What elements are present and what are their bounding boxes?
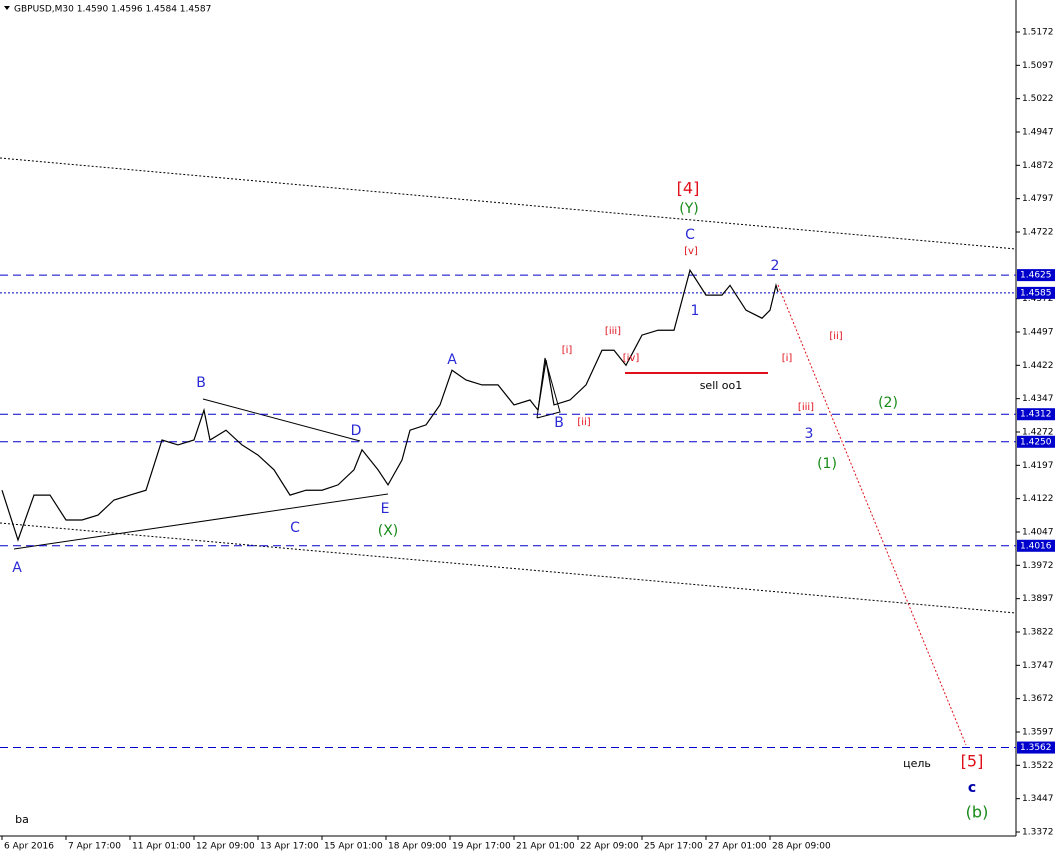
channel-line — [0, 522, 1017, 614]
wave-label: B — [196, 375, 206, 391]
wave-label: 3 — [805, 426, 814, 442]
y-tick-label: 1.4572 — [1022, 294, 1054, 304]
y-tick-label: 1.3822 — [1022, 628, 1054, 638]
level-label-box — [1017, 269, 1055, 282]
wave-label: ba — [15, 813, 29, 826]
x-tick-label: 12 Apr 09:00 — [196, 842, 255, 852]
y-tick-label: 1.3597 — [1022, 728, 1054, 738]
wave-label: c — [968, 780, 976, 796]
y-tick-label: 1.4047 — [1022, 528, 1054, 538]
level-label: 1.4312 — [1020, 410, 1052, 420]
triangle-line — [202, 398, 361, 442]
y-tick-label: 1.4272 — [1022, 428, 1054, 438]
level-label-box — [1017, 539, 1055, 552]
wave-label: [5] — [961, 752, 984, 771]
wave-label: sell oo1 — [700, 379, 743, 392]
wave-label: A — [12, 560, 22, 576]
x-tick-label: 27 Apr 01:00 — [708, 842, 767, 852]
y-tick-label: 1.4197 — [1022, 461, 1054, 471]
x-tick-label: 18 Apr 09:00 — [388, 842, 447, 852]
y-tick-label: 1.4497 — [1022, 328, 1054, 338]
wave-label: [ii] — [577, 417, 590, 428]
wave-label: цель — [903, 757, 931, 770]
wave-label: C — [290, 520, 300, 536]
x-tick-label: 28 Apr 09:00 — [772, 842, 831, 852]
menu-arrow — [4, 6, 10, 10]
y-tick-label: 1.5172 — [1022, 28, 1054, 38]
level-label: 1.4016 — [1020, 541, 1052, 551]
wave-label: 1 — [691, 303, 700, 319]
wave-label: [4] — [677, 179, 700, 198]
y-tick-label: 1.5097 — [1022, 61, 1054, 71]
level-label: 1.3562 — [1020, 743, 1052, 753]
y-tick-label: 1.3972 — [1022, 561, 1054, 571]
wave-label: B — [554, 415, 564, 431]
y-tick-label: 1.4872 — [1022, 161, 1054, 171]
wave-label: (X) — [378, 523, 399, 539]
y-tick-label: 1.3897 — [1022, 594, 1054, 604]
y-tick-label: 1.3747 — [1022, 661, 1054, 671]
level-label: 1.4585 — [1020, 288, 1052, 298]
wave-label: [iii] — [605, 326, 621, 337]
x-tick-label: 11 Apr 01:00 — [132, 842, 191, 852]
wave-label: [i] — [782, 353, 793, 364]
wave-label: 2 — [771, 258, 780, 274]
y-tick-label: 1.5022 — [1022, 94, 1054, 104]
level-label: 1.4250 — [1020, 437, 1052, 447]
wave-label: [i] — [562, 345, 573, 356]
x-tick-label: 15 Apr 01:00 — [324, 842, 383, 852]
projection-line — [777, 284, 967, 746]
x-tick-label: 22 Apr 09:00 — [580, 842, 639, 852]
y-tick-label: 1.4797 — [1022, 194, 1054, 204]
y-tick-label: 1.3447 — [1022, 794, 1054, 804]
chart-title: GBPUSD,M30 1.4590 1.4596 1.4584 1.4587 — [14, 5, 211, 15]
y-tick-label: 1.3522 — [1022, 761, 1054, 771]
y-tick-label: 1.3372 — [1022, 828, 1054, 838]
x-tick-label: 13 Apr 17:00 — [260, 842, 319, 852]
y-tick-label: 1.4947 — [1022, 128, 1054, 138]
wave-label: A — [447, 352, 457, 368]
x-tick-label: 7 Apr 17:00 — [68, 842, 121, 852]
triangle-line — [13, 493, 389, 550]
y-tick-label: 1.4122 — [1022, 494, 1054, 504]
wave-label: [iii] — [798, 402, 814, 413]
y-tick-label: 1.4722 — [1022, 228, 1054, 238]
wave-label: C — [685, 227, 695, 243]
wave-label: (b) — [966, 803, 989, 822]
level-label-box — [1017, 435, 1055, 448]
wave-label: (1) — [817, 456, 837, 472]
wave-label: (2) — [878, 395, 898, 411]
wave-label: [ii] — [829, 331, 842, 342]
x-tick-label: 19 Apr 17:00 — [452, 842, 511, 852]
price-line — [1, 268, 779, 542]
x-tick-label: 25 Apr 17:00 — [644, 842, 703, 852]
wave-label: E — [381, 501, 390, 517]
y-tick-label: 1.4422 — [1022, 361, 1054, 371]
x-tick-label: 21 Apr 01:00 — [516, 842, 575, 852]
wave-label: [v] — [684, 246, 698, 257]
level-label-box — [1017, 408, 1055, 421]
level-label-box — [1017, 741, 1055, 754]
wave-label: (Y) — [679, 201, 698, 217]
wave-label: D — [351, 423, 362, 439]
wave-label: [iv] — [623, 353, 640, 364]
level-label-box — [1017, 286, 1055, 299]
x-tick-label: 6 Apr 2016 — [4, 842, 54, 852]
y-tick-label: 1.3672 — [1022, 694, 1054, 704]
level-label: 1.4625 — [1020, 271, 1052, 281]
y-tick-label: 1.4347 — [1022, 394, 1054, 404]
